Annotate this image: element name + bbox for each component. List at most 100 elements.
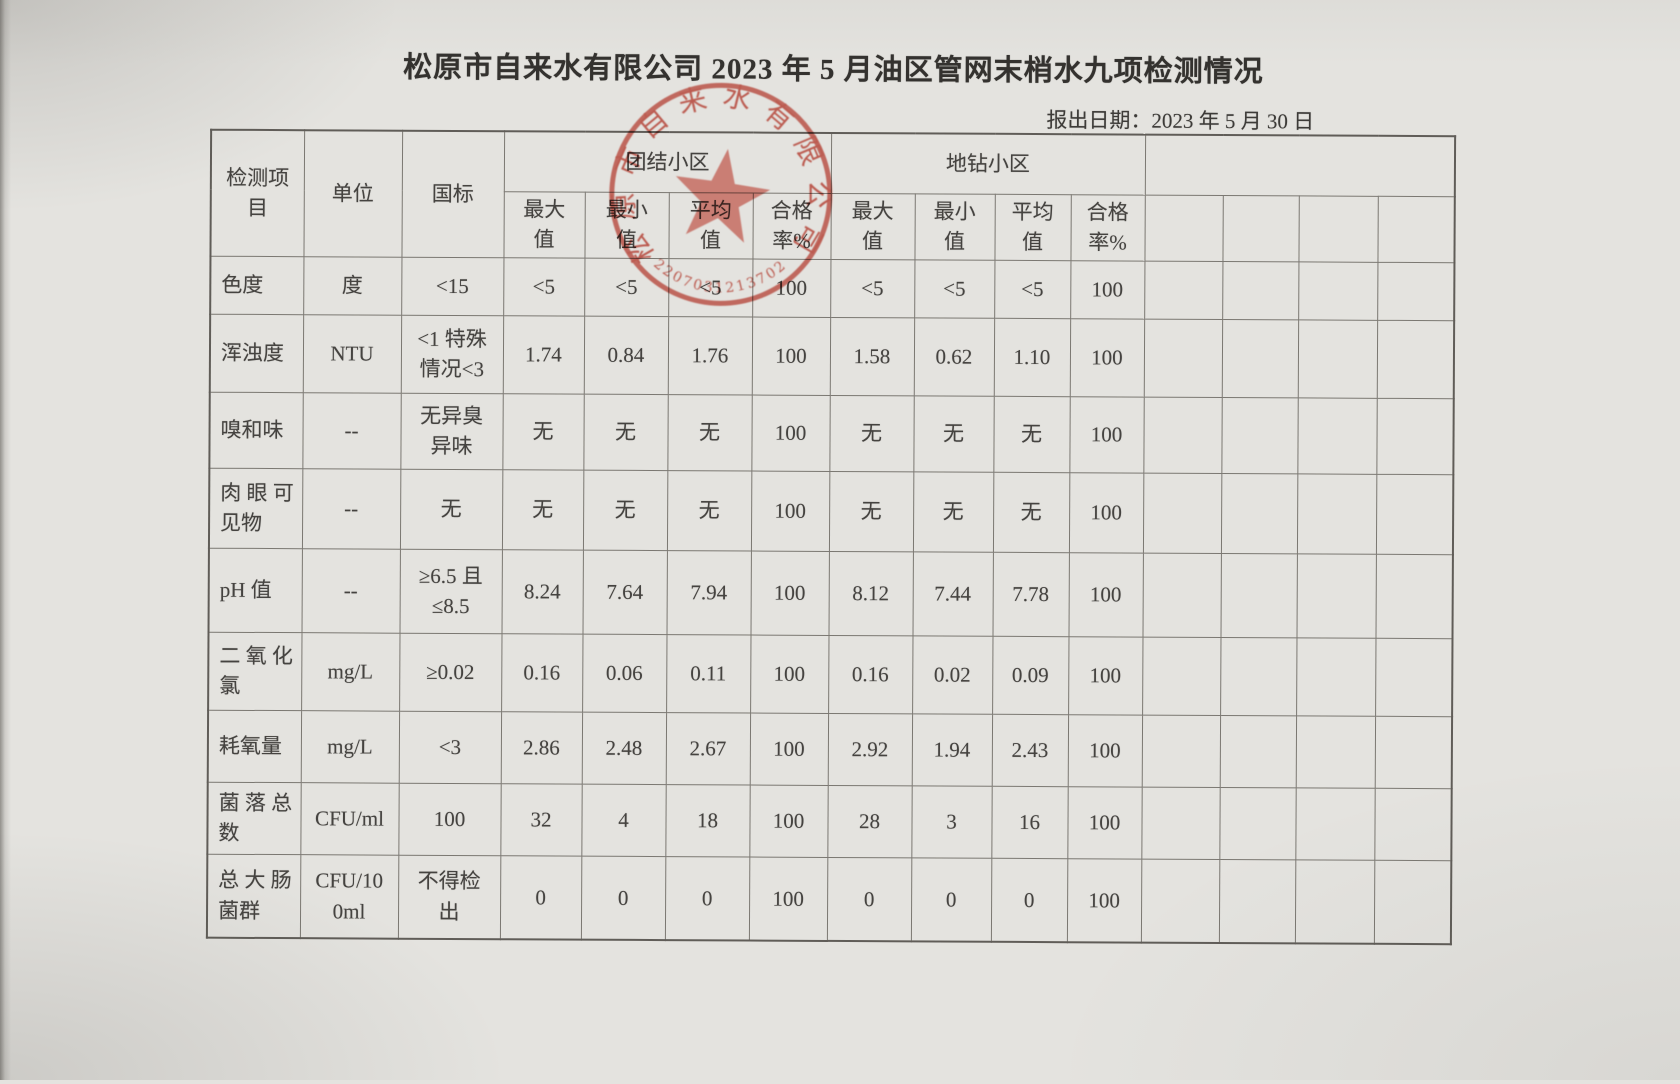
group-header-dizuan: 地钻小区 (830, 132, 1146, 195)
table-row: 肉眼可见物 -- 无 无 无 无 100 无 无 无 100 (208, 467, 1454, 555)
cell: 2.92 (827, 712, 913, 786)
cell: 100 (1069, 396, 1144, 473)
cell: <15 (401, 256, 504, 316)
empty-cell (1377, 261, 1455, 321)
cell: 100 (1068, 552, 1143, 637)
cell: 7.44 (912, 551, 993, 636)
cell: 无 (828, 470, 914, 552)
row-label: 耗氧量 (207, 709, 302, 783)
cell: 28 (827, 784, 912, 858)
empty-cell (1144, 194, 1223, 261)
cell: 8.24 (501, 549, 583, 634)
cell: 无 (501, 469, 584, 550)
cell: 0.16 (828, 634, 913, 714)
subheader-max: 最大 值 (830, 192, 915, 260)
cell: 100 (1069, 318, 1145, 397)
cell: 2.67 (665, 712, 751, 785)
cell: 0.84 (583, 315, 669, 395)
col-header-item: 检测项 目 (210, 129, 305, 257)
cell: 0 (580, 855, 666, 941)
subheader-max: 最大 值 (503, 191, 585, 258)
cell: 无 (666, 470, 752, 551)
cell: 100 (749, 784, 828, 857)
cell: <1 特殊 情况<3 (400, 314, 504, 394)
cell: 100 (749, 712, 829, 785)
cell: CFU/10 0ml (299, 854, 399, 939)
cell: 0.02 (912, 635, 993, 714)
cell: <5 (994, 259, 1071, 319)
cell: 0 (910, 857, 992, 942)
empty-cell (1375, 553, 1453, 639)
cell: 100 (750, 550, 829, 635)
cell: 100 (750, 634, 829, 713)
empty-cell (1218, 858, 1296, 944)
cell: -- (301, 468, 401, 549)
cell: 0 (826, 856, 912, 942)
cell: 100 (748, 856, 828, 941)
empty-cell (1375, 637, 1453, 717)
cell: 32 (500, 783, 582, 856)
empty-cell (1374, 715, 1453, 789)
cell: 0.09 (992, 635, 1069, 715)
empty-cell (1297, 397, 1377, 474)
cell: <5 (668, 258, 753, 317)
empty-cell (1222, 260, 1299, 320)
cell: 1.74 (502, 315, 585, 394)
empty-cell (1376, 397, 1454, 475)
cell: ≥0.02 (399, 632, 502, 712)
row-label: 色度 (210, 255, 304, 315)
empty-cell (1295, 787, 1375, 860)
cell: 0.11 (666, 634, 751, 713)
cell: 无 (583, 393, 668, 471)
group-header-empty (1144, 134, 1456, 197)
cell: 100 (750, 470, 830, 551)
empty-cell (1295, 715, 1376, 788)
empty-cell (1373, 859, 1452, 945)
empty-cell (1220, 552, 1297, 638)
cell: 3 (911, 785, 992, 858)
col-header-unit: 单位 (303, 130, 403, 257)
cell: <5 (584, 257, 669, 317)
row-label: 二氧化氯 (208, 631, 302, 711)
table-row: 二氧化氯 mg/L ≥0.02 0.16 0.06 0.11 100 0.16 … (208, 631, 1453, 717)
cell: 100 (752, 258, 831, 317)
cell: 0.62 (913, 317, 995, 396)
cell: 100 (1067, 714, 1143, 787)
cell: ≥6.5 且 ≤8.5 (399, 548, 502, 634)
cell: 无 (993, 395, 1070, 473)
row-label: 肉眼可见物 (208, 467, 303, 549)
cell: 18 (665, 784, 750, 857)
cell: <5 (503, 257, 585, 316)
cell: 2.86 (500, 711, 583, 784)
group-header-tuanjie: 团结小区 (503, 131, 832, 193)
empty-cell (1142, 552, 1221, 637)
cell: 0 (990, 857, 1068, 943)
empty-cell (1221, 318, 1299, 398)
cell: 0 (499, 855, 582, 940)
empty-cell (1140, 858, 1220, 943)
cell: 0.06 (582, 633, 667, 713)
empty-cell (1297, 319, 1378, 398)
table-row: pH 值 -- ≥6.5 且 ≤8.5 8.24 7.64 7.94 100 8… (208, 547, 1453, 639)
empty-cell (1143, 396, 1222, 473)
empty-cell (1376, 319, 1455, 399)
empty-cell (1142, 472, 1222, 553)
subheader-avg: 平均 值 (994, 193, 1071, 261)
cell: -- (302, 392, 401, 469)
table-row: 浑浊度 NTU <1 特殊 情况<3 1.74 0.84 1.76 100 1.… (209, 313, 1455, 399)
page-title: 松原市自来水有限公司 2023 年 5 月油区管网末梢水九项检测情况 (403, 51, 1264, 89)
cell: mg/L (301, 632, 400, 711)
empty-cell (1141, 786, 1220, 859)
cell: 7.64 (582, 549, 667, 635)
empty-cell (1377, 195, 1455, 263)
empty-cell (1374, 787, 1452, 861)
subheader-min: 最小 值 (584, 191, 669, 259)
cell: <5 (830, 258, 915, 318)
empty-cell (1219, 786, 1296, 860)
cell: 无 (829, 394, 914, 472)
cell: 8.12 (828, 550, 913, 636)
cell: 100 (751, 316, 831, 395)
table-row: 色度 度 <15 <5 <5 <5 100 <5 <5 <5 100 (210, 255, 1455, 321)
empty-cell (1141, 714, 1221, 787)
empty-cell (1375, 473, 1454, 555)
